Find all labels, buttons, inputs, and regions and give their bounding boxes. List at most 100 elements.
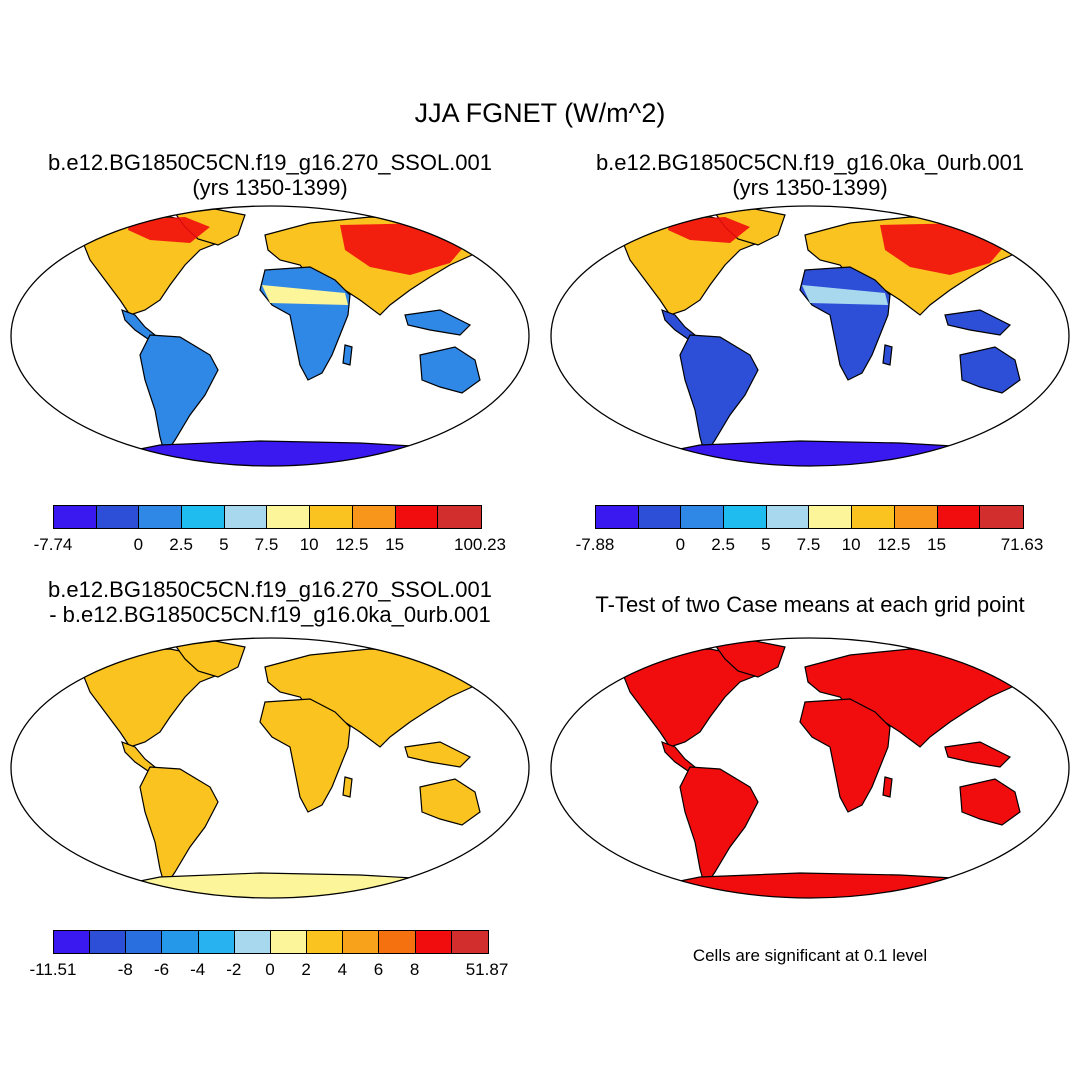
colorbar-tick-label: -11.51: [29, 960, 77, 979]
colorbar-tick-label: 8: [409, 960, 420, 979]
landmass-madagascar: [882, 776, 893, 798]
colorbar-boxes: [53, 505, 482, 529]
landmass-africa: [259, 698, 351, 813]
landmass-southamerica: [139, 766, 219, 889]
landmass-africa: [799, 266, 891, 381]
colorbar-tick-label: -6: [153, 960, 170, 979]
colorbar-tick-label: 100.23: [454, 535, 506, 554]
colorbar-tick-label: -8: [117, 960, 133, 979]
colorbar-tick-label: -7.74: [33, 535, 73, 554]
colorbar-tick-label: 12.5: [877, 535, 911, 554]
map-border: [10, 205, 530, 467]
panel3-title-line1: b.e12.BG1850C5CN.f19_g16.270_SSOL.001: [48, 577, 492, 602]
colorbar-swatch: [438, 506, 481, 528]
colorbar-tick-label: -7.88: [575, 535, 615, 554]
colorbar-tick-label: 0: [133, 535, 144, 554]
colorbar-swatch: [415, 931, 452, 953]
colorbar-boxes: [595, 505, 1024, 529]
colorbar-swatch: [980, 506, 1023, 528]
colorbar-tick-label: 15: [385, 535, 405, 554]
panel2-map: [550, 205, 1070, 467]
colorbar-swatch: [937, 506, 981, 528]
landmass-madagascar: [882, 344, 893, 366]
panel4-map: [550, 637, 1070, 899]
panel1-title: b.e12.BG1850C5CN.f19_g16.270_SSOL.001 (y…: [10, 150, 530, 200]
panel1-title-line2: (yrs 1350-1399): [192, 175, 348, 200]
colorbar-swatch: [894, 506, 938, 528]
main-title: JJA FGNET (W/m^2): [414, 98, 666, 128]
colorbar-tick-label: 51.87: [465, 960, 509, 979]
warm-region-canada: [128, 217, 210, 243]
colorbar-tick-label: -2: [226, 960, 242, 979]
colorbar-swatch: [307, 931, 344, 953]
colorbar-swatch: [234, 931, 271, 953]
colorbar-tick-label: 10: [841, 535, 861, 554]
landmass-madagascar: [342, 344, 353, 366]
colorbar-tick-label: 12.5: [335, 535, 369, 554]
colorbar-tick-label: 15: [927, 535, 947, 554]
colorbar-swatch: [852, 506, 895, 528]
landmass-greenland: [713, 640, 786, 678]
colorbar-swatch: [596, 506, 639, 528]
colorbar-tick-label: 2.5: [711, 535, 735, 554]
colorbar-swatch: [809, 506, 853, 528]
colorbar-swatch: [766, 506, 810, 528]
panel4-title-line1: T-Test of two Case means at each grid po…: [595, 592, 1025, 617]
colorbar-swatch: [681, 506, 725, 528]
colorbar-swatch: [224, 506, 268, 528]
colorbar-swatch: [451, 931, 488, 953]
map-border: [10, 637, 530, 899]
colorbar-tick-label: 7.5: [796, 535, 821, 554]
colorbar-swatch: [638, 506, 682, 528]
colorbar-tick-label: 10: [299, 535, 319, 554]
colorbar-tick-label: 4: [337, 960, 348, 979]
landmass-seasia: [404, 309, 472, 336]
map-border: [550, 637, 1070, 899]
colorbar-swatch: [379, 931, 416, 953]
colorbar-tick-label: 7.5: [254, 535, 279, 554]
colorbar-swatch: [343, 931, 380, 953]
colorbar-swatch: [182, 506, 225, 528]
panel3-title: b.e12.BG1850C5CN.f19_g16.270_SSOL.001 - …: [10, 577, 530, 627]
colorbar-boxes: [53, 930, 489, 954]
panel3-map: [10, 637, 530, 899]
landmass-africa: [799, 698, 891, 813]
colorbar-swatch: [724, 506, 767, 528]
landmass-antarctica: [118, 872, 456, 898]
panel2-title-line1: b.e12.BG1850C5CN.f19_g16.0ka_0urb.001: [595, 150, 1025, 175]
colorbar-swatch: [352, 506, 396, 528]
panel2-title: b.e12.BG1850C5CN.f19_g16.0ka_0urb.001 (y…: [550, 150, 1070, 200]
colorbar-tick-label: 71.63: [1000, 535, 1044, 554]
colorbar-swatch: [270, 931, 308, 953]
landmass-australia: [959, 346, 1021, 394]
panel4-title: T-Test of two Case means at each grid po…: [550, 592, 1070, 617]
colorbar-tick-label: 2.5: [169, 535, 193, 554]
landmass-seasia: [944, 309, 1012, 336]
colorbar-tick-label: -4: [190, 960, 206, 979]
landmass-australia: [419, 346, 481, 394]
panel2-title-line2: (yrs 1350-1399): [732, 175, 888, 200]
landmass-southamerica: [679, 334, 759, 457]
landmass-seasia: [404, 741, 472, 768]
landmass-antarctica: [118, 440, 456, 466]
colorbar-swatch: [126, 931, 163, 953]
warm-region-canada: [668, 217, 750, 243]
panel1-map: [10, 205, 530, 467]
colorbar-tick-label: 0: [265, 960, 275, 979]
colorbar-swatch: [198, 931, 235, 953]
colorbar-swatch: [54, 931, 91, 953]
map-border: [550, 205, 1070, 467]
colorbar-tick-label: 6: [373, 960, 384, 979]
landmass-antarctica: [658, 440, 996, 466]
colorbar-tick-label: 5: [219, 535, 229, 554]
colorbar-tick-label: 5: [761, 535, 771, 554]
landmass-madagascar: [342, 776, 353, 798]
colorbar-swatch: [267, 506, 311, 528]
colorbar-tick-label: 0: [675, 535, 686, 554]
landmass-seasia: [944, 741, 1012, 768]
landmass-africa: [259, 266, 351, 381]
landmass-greenland: [173, 640, 246, 678]
colorbar-swatch: [310, 506, 353, 528]
colorbar-swatch: [395, 506, 439, 528]
colorbar-tick-label: 2: [301, 960, 311, 979]
